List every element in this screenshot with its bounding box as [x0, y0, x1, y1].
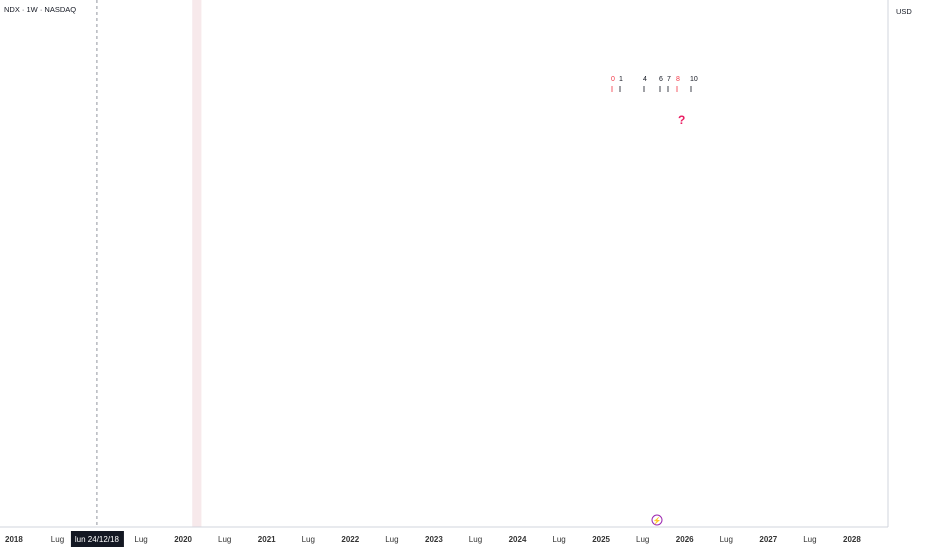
time-tick-label: 2025: [592, 535, 610, 544]
time-tick-label: 2022: [341, 535, 359, 544]
wave-count: 10: [690, 76, 698, 83]
wave-count: 4: [643, 76, 647, 83]
event-icon: [651, 514, 663, 526]
wave-count: 1: [619, 76, 623, 83]
time-tick-label: 2018: [5, 535, 23, 544]
level-labels: 0 (6.771,91)1 (10.613,36)2,618 (16.828,8…: [611, 76, 698, 127]
plot-area: [0, 0, 888, 527]
price-axis[interactable]: 6.000,008.000,0010.000,0012.000,0014.000…: [887, 0, 932, 527]
time-tick-label: Lug: [803, 535, 816, 544]
covid-band: [192, 0, 202, 527]
wave-count: 0: [611, 76, 615, 83]
crosshair-date-badge: [70, 531, 124, 547]
time-tick-label: Lug: [636, 535, 649, 544]
lightning-icon: ⚡: [653, 516, 662, 525]
question-mark: ?: [678, 113, 685, 127]
time-tick-label: Lug: [302, 535, 315, 544]
time-tick-label: 2021: [258, 535, 276, 544]
time-tick-label: 2026: [676, 535, 694, 544]
time-tick-label: Lug: [469, 535, 482, 544]
wave-count: 6: [659, 76, 663, 83]
time-tick-label: Lug: [552, 535, 565, 544]
time-tick-label: Lug: [385, 535, 398, 544]
time-axis-bg: [0, 527, 932, 550]
time-tick-label: Lug: [51, 535, 64, 544]
time-tick-label: 2028: [843, 535, 861, 544]
time-axis[interactable]: 2018Lug2019Lug2020Lug2021Lug2022Lug2023L…: [0, 514, 932, 550]
time-tick-label: 2023: [425, 535, 443, 544]
currency-label: USD: [896, 7, 912, 16]
time-tick-label: Lug: [218, 535, 231, 544]
wave-count: 8: [676, 76, 680, 83]
symbol-title: NDX · 1W · NASDAQ: [4, 5, 76, 14]
wave-count: 7: [667, 76, 671, 83]
crosshair-date-label: lun 24/12/18: [75, 535, 120, 544]
chart-background: [0, 0, 888, 527]
time-tick-label: Lug: [134, 535, 147, 544]
time-tick-label: 2024: [509, 535, 527, 544]
time-tick-label: 2027: [759, 535, 777, 544]
time-tick-label: Lug: [720, 535, 733, 544]
time-tick-label: 2020: [174, 535, 192, 544]
price-axis-bg: [888, 0, 932, 527]
